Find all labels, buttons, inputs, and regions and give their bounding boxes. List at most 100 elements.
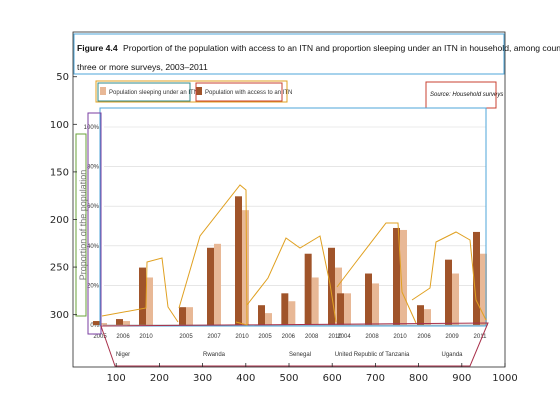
inner-y-tick-label: 80% bbox=[87, 165, 100, 171]
annotation-rwanda-outline bbox=[178, 184, 248, 326]
year-label: 2011 bbox=[474, 334, 488, 340]
country-label: Senegal bbox=[289, 352, 311, 358]
inner-y-tick-label: 0% bbox=[90, 323, 99, 329]
bar-sleeping bbox=[480, 253, 487, 325]
outer-axis-ticks: 100 200 300 400 500 600 700 800 900 1000 50 100 150 2… bbox=[50, 72, 518, 384]
bar-access bbox=[281, 293, 289, 325]
year-label: 2008 bbox=[305, 334, 319, 340]
year-label: 2006 bbox=[282, 334, 296, 340]
year-label: 2007 bbox=[207, 334, 221, 340]
outer-x-tick-label: 800 bbox=[409, 373, 428, 384]
annotation-niger-outline bbox=[101, 257, 179, 323]
inner-y-ticks: 0% 20% 40% 60% 80% 100% bbox=[84, 125, 100, 329]
outer-x-tick-label: 100 bbox=[107, 373, 126, 384]
year-label: 2004 bbox=[337, 334, 351, 340]
outer-y-tick-label: 200 bbox=[50, 215, 69, 226]
bar-access bbox=[337, 293, 344, 325]
category-labels: 2005 2006 2010 Niger 2005 2007 2010 Rwanda 2005 2… bbox=[93, 334, 487, 358]
bar-sleeping bbox=[242, 210, 249, 325]
bar-sleeping bbox=[265, 313, 272, 325]
bar-access bbox=[139, 267, 146, 325]
bar-access bbox=[445, 259, 452, 325]
year-label: 2009 bbox=[445, 334, 459, 340]
country-label: Niger bbox=[116, 352, 130, 358]
year-label: 2006 bbox=[116, 334, 130, 340]
bar-access bbox=[473, 231, 480, 325]
outer-x-tick-label: 700 bbox=[366, 373, 385, 384]
bar-access bbox=[258, 305, 265, 325]
year-label: 2010 bbox=[235, 334, 249, 340]
inner-y-tick-label: 40% bbox=[87, 244, 100, 250]
bar-sleeping bbox=[424, 309, 431, 325]
bar-access bbox=[93, 321, 100, 325]
outer-y-tick-label: 150 bbox=[50, 167, 69, 178]
bar-sleeping bbox=[146, 277, 153, 325]
outer-x-tick-label: 300 bbox=[193, 373, 212, 384]
annotation-plot-area-box bbox=[99, 107, 487, 327]
year-label: 2006 bbox=[417, 334, 431, 340]
annotation-legend-red-box bbox=[195, 82, 283, 102]
bar-access bbox=[328, 247, 335, 325]
bar-sleeping bbox=[452, 273, 459, 325]
outer-x-tick-label: 500 bbox=[279, 373, 298, 384]
legend: Population sleeping under an ITN Populat… bbox=[100, 87, 292, 96]
annotation-legend-orange-box bbox=[95, 80, 288, 103]
bar-sleeping bbox=[123, 321, 130, 325]
annotation-legend-teal-box bbox=[97, 82, 191, 102]
legend-swatch-sleeping bbox=[100, 87, 106, 95]
legend-label-access: Population with access to an ITN bbox=[205, 90, 292, 96]
annotation-title-box bbox=[73, 33, 505, 75]
bar-sleeping bbox=[288, 301, 296, 325]
bar-access bbox=[417, 305, 424, 325]
year-label: 2005 bbox=[179, 334, 193, 340]
bar-access bbox=[304, 253, 312, 325]
year-label: 2010 bbox=[328, 334, 342, 340]
outer-y-tick-label: 100 bbox=[50, 120, 69, 131]
annotation-y-ticks-box bbox=[87, 112, 102, 335]
country-label: Rwanda bbox=[203, 352, 226, 358]
inner-y-tick-label: 60% bbox=[87, 204, 100, 210]
inner-y-tick-label: 100% bbox=[84, 125, 100, 131]
annotation-y-label-box bbox=[75, 133, 87, 317]
bar-sleeping bbox=[100, 323, 107, 325]
outer-x-tick-label: 400 bbox=[236, 373, 255, 384]
outer-x-tick-label: 1000 bbox=[492, 373, 517, 384]
inner-y-axis-label: Proportion of the population bbox=[78, 170, 88, 281]
annotation-overlays bbox=[73, 33, 505, 367]
bar-access bbox=[235, 196, 242, 325]
year-label: 2010 bbox=[139, 334, 153, 340]
outer-x-tick-label: 200 bbox=[150, 373, 169, 384]
inner-gridlines bbox=[104, 126, 486, 286]
country-label: United Republic of Tanzania bbox=[335, 352, 410, 358]
figure-title-line1: Figure 4.4 Proportion of the population … bbox=[77, 43, 560, 53]
annotation-uganda-outline bbox=[411, 231, 487, 321]
bar-sleeping bbox=[344, 293, 351, 325]
bar-sleeping bbox=[186, 307, 193, 325]
annotation-senegal-outline bbox=[246, 235, 337, 323]
embedded-figure: Figure 4.4 Proportion of the population … bbox=[74, 33, 560, 366]
outer-y-tick-label: 250 bbox=[50, 263, 69, 274]
figure-title-line2: three or more surveys, 2003–2011 bbox=[77, 62, 208, 72]
inner-y-tick-label: 20% bbox=[87, 283, 100, 289]
bar-sleeping bbox=[311, 277, 319, 325]
bar-access bbox=[365, 273, 372, 325]
legend-label-sleeping: Population sleeping under an ITN bbox=[109, 90, 198, 96]
bar-sleeping bbox=[400, 229, 407, 325]
bar-access bbox=[207, 247, 214, 325]
outer-x-tick-label: 900 bbox=[452, 373, 471, 384]
year-label: 2005 bbox=[93, 334, 107, 340]
bar-marks bbox=[93, 196, 487, 325]
year-label: 2005 bbox=[258, 334, 272, 340]
bar-access bbox=[116, 319, 123, 325]
legend-swatch-access bbox=[196, 87, 202, 95]
outer-y-tick-label: 50 bbox=[56, 72, 69, 83]
bar-sleeping bbox=[372, 283, 379, 325]
annotation-tanzania-outline bbox=[336, 222, 417, 324]
year-label: 2008 bbox=[365, 334, 379, 340]
source-note: Source: Household surveys bbox=[430, 92, 503, 98]
bar-access bbox=[179, 307, 186, 325]
year-label: 2010 bbox=[393, 334, 407, 340]
bar-sleeping bbox=[214, 243, 221, 325]
annotation-xlabel-box bbox=[100, 322, 489, 367]
